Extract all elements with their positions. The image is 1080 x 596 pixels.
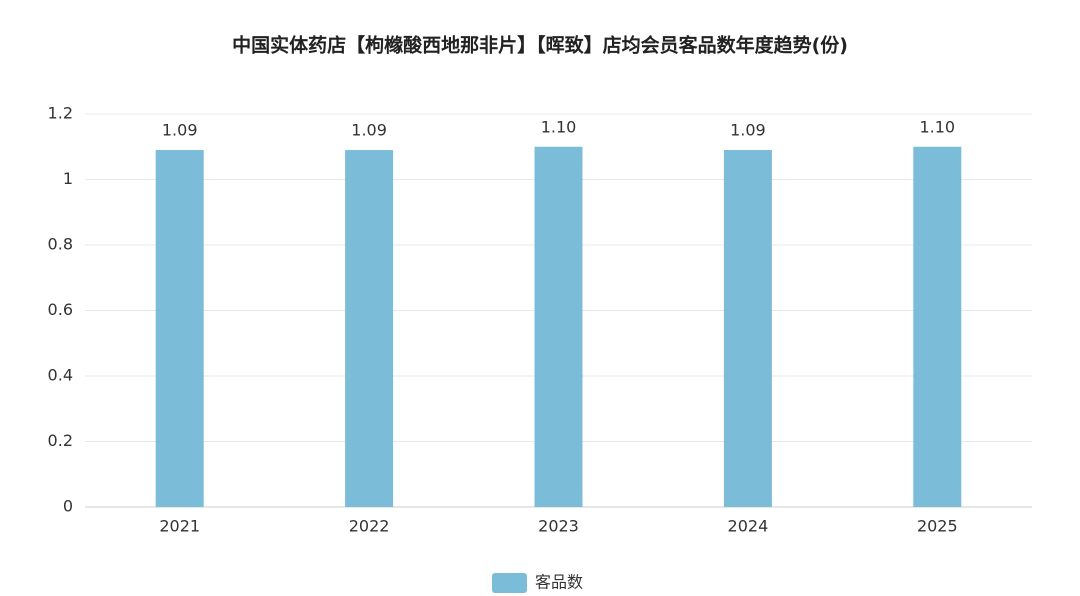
- legend-label: 客品数: [535, 573, 583, 592]
- x-tick-label: 2023: [538, 517, 579, 536]
- data-label: 1.09: [162, 121, 198, 140]
- bar: [345, 150, 394, 507]
- y-tick-label: 1: [63, 169, 73, 188]
- chart-title: 中国实体药店【枸橼酸西地那非片】【晖致】店均会员客品数年度趋势(份): [232, 34, 848, 57]
- y-tick-label: 0.2: [48, 431, 73, 450]
- bar: [534, 146, 583, 507]
- bar: [155, 150, 204, 507]
- x-tick-label: 2025: [917, 517, 958, 536]
- data-label: 1.10: [919, 117, 955, 136]
- y-tick-label: 1.2: [48, 104, 73, 123]
- y-tick-label: 0.8: [48, 235, 73, 254]
- data-label: 1.09: [351, 121, 387, 140]
- y-tick-label: 0.4: [48, 366, 73, 385]
- data-label: 1.09: [730, 121, 766, 140]
- bar: [913, 146, 962, 507]
- y-tick-label: 0.6: [48, 300, 73, 319]
- x-tick-label: 2021: [159, 517, 200, 536]
- x-tick-label: 2024: [728, 517, 769, 536]
- data-label: 1.10: [541, 117, 577, 136]
- bar: [723, 150, 772, 507]
- legend-swatch: [492, 573, 527, 593]
- x-tick-label: 2022: [349, 517, 390, 536]
- y-tick-label: 0: [63, 497, 73, 516]
